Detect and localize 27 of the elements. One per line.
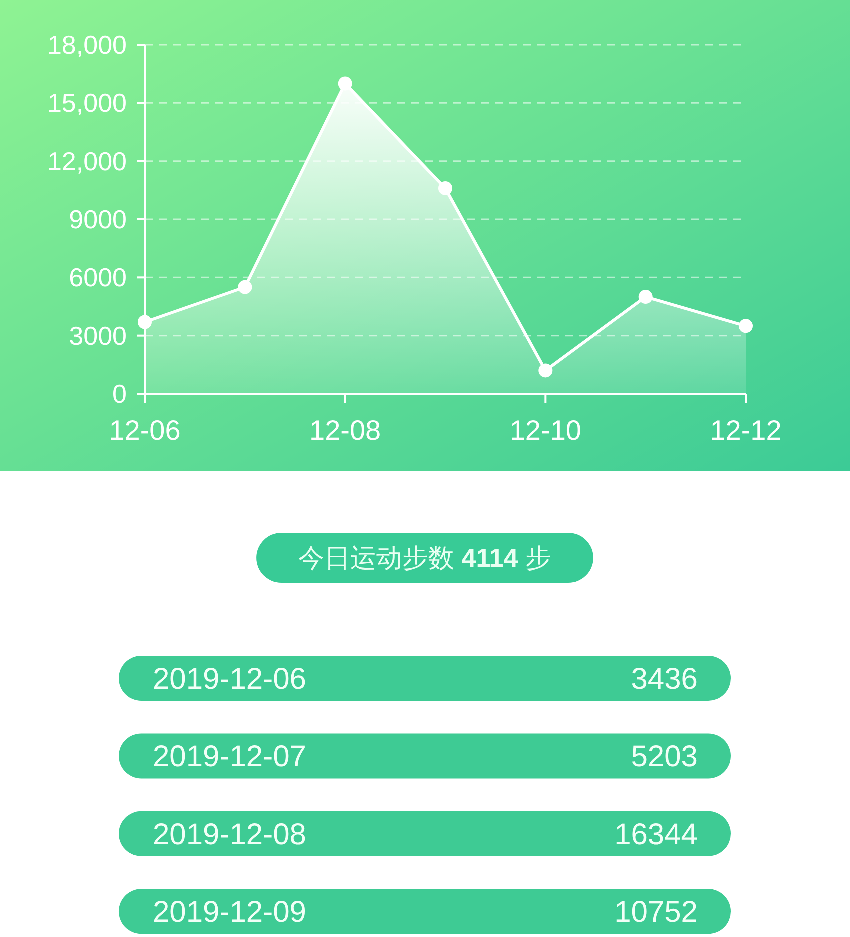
- point: [538, 364, 553, 378]
- data-label: 16344: [614, 818, 698, 852]
- category-label: 2019-12-09: [153, 896, 306, 930]
- category-label: 2019-12-08: [153, 818, 306, 852]
- category-label: 2019-12-07: [153, 740, 306, 774]
- y-tick-label: 18,000: [47, 30, 127, 60]
- y-tick-label: 6000: [69, 262, 127, 293]
- data-label: 5203: [631, 740, 698, 774]
- x-tick-label: 12-10: [510, 415, 582, 446]
- text: 今日运动步数 4114 步: [298, 543, 552, 573]
- point: [138, 315, 152, 330]
- data-label: 10752: [614, 896, 698, 930]
- y-tick-label: 0: [112, 379, 127, 409]
- category-label: 2019-12-06: [153, 663, 306, 696]
- x-tick-label: 12-08: [310, 415, 382, 446]
- point: [338, 76, 352, 91]
- y-tick-label: 3000: [69, 320, 127, 351]
- point: [739, 319, 753, 334]
- point: [638, 290, 653, 304]
- y-tick-label: 9000: [69, 204, 127, 234]
- x-tick-label: 12-12: [710, 415, 782, 446]
- data-label: 3436: [631, 663, 698, 696]
- y-tick-label: 12,000: [47, 146, 127, 176]
- x-tick-label: 12-06: [109, 415, 181, 446]
- point: [238, 280, 252, 294]
- y-tick-label: 15,000: [47, 88, 127, 118]
- point: [438, 181, 452, 196]
